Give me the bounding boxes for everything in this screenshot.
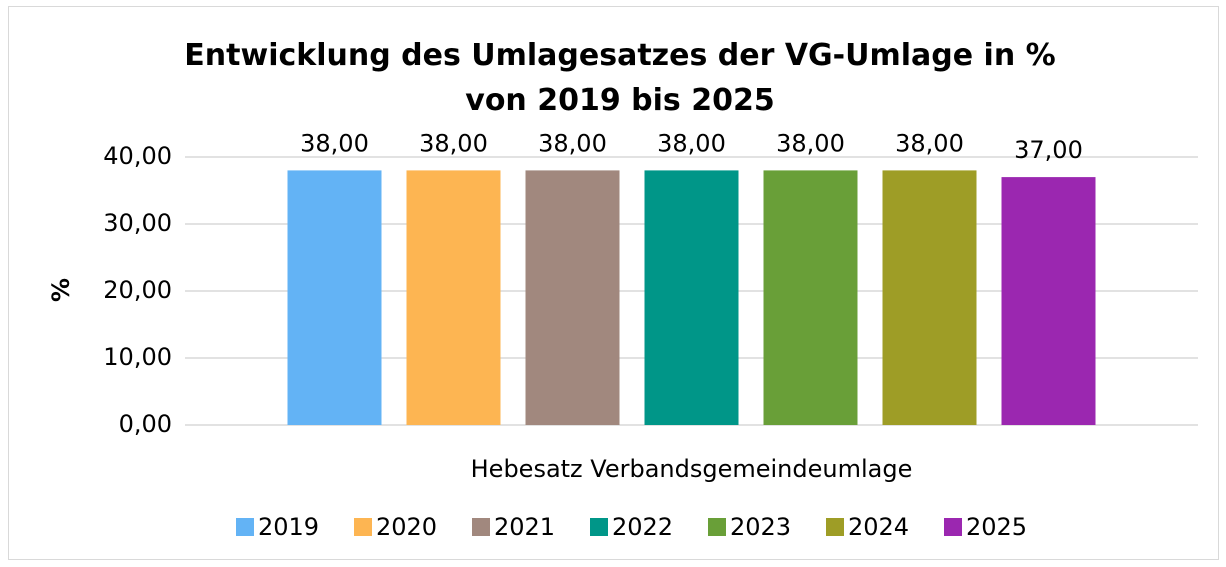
bar (763, 170, 858, 425)
legend-swatch (708, 518, 726, 536)
value-label: 38,00 (538, 129, 607, 157)
value-label: 38,00 (776, 129, 845, 157)
value-label: 38,00 (657, 129, 726, 157)
value-label: 38,00 (895, 129, 964, 157)
bar (882, 170, 977, 425)
bar (406, 170, 501, 425)
legend-swatch (590, 518, 608, 536)
value-label: 38,00 (300, 129, 369, 157)
y-tick-label: 30,00 (103, 209, 172, 237)
value-label: 37,00 (1014, 136, 1083, 164)
legend-label: 2019 (258, 513, 319, 541)
bar (287, 170, 382, 425)
value-label: 38,00 (419, 129, 488, 157)
legend-swatch (236, 518, 254, 536)
legend-swatch (354, 518, 372, 536)
y-tick-label: 10,00 (103, 343, 172, 371)
legend-label: 2023 (730, 513, 791, 541)
legend-swatch (944, 518, 962, 536)
legend-swatch (472, 518, 490, 536)
y-tick-label: 0,00 (119, 410, 172, 438)
bar (525, 170, 620, 425)
legend-label: 2025 (966, 513, 1027, 541)
chart-title: Entwicklung des Umlagesatzes der VG-Umla… (184, 38, 1056, 118)
y-tick-label: 20,00 (103, 276, 172, 304)
bar (644, 170, 739, 425)
x-category-label: Hebesatz Verbandsgemeindeumlage (471, 455, 913, 483)
bar (1001, 177, 1096, 425)
legend-swatch (826, 518, 844, 536)
legend-label: 2020 (376, 513, 437, 541)
legend-label: 2021 (494, 513, 555, 541)
legend-label: 2022 (612, 513, 673, 541)
legend-label: 2024 (848, 513, 909, 541)
y-axis-label: % (47, 278, 75, 302)
y-tick-label: 40,00 (103, 142, 172, 170)
